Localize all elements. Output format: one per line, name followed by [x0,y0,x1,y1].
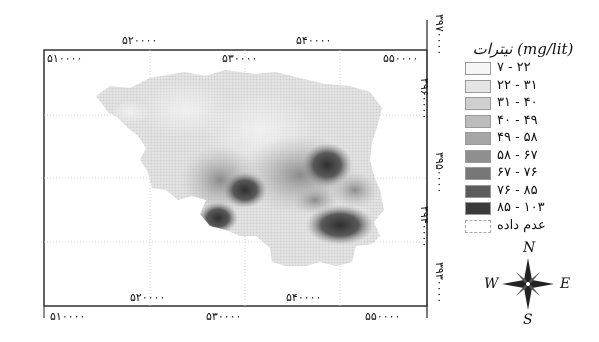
x-tick-inner-520: ۵۲۰۰۰۰ [130,291,166,304]
legend-label: ۸۵ - ۱۰۳ [497,200,545,215]
legend-class: ۳۱ - ۴۰ [465,95,585,110]
x-tick-inner-540: ۵۴۰۰۰۰ [286,291,322,304]
legend-swatch [465,132,491,145]
x-tick-bottom-510: ۵۱۰۰۰۰ [50,310,86,323]
legend-class: ۶۷ - ۷۶ [465,165,585,180]
y-tick-3970000: ۳۹۷۰۰۰۰ [433,14,446,56]
legend-label: ۴۹ - ۵۸ [497,130,538,145]
legend-class: ۴۹ - ۵۸ [465,130,585,145]
y-tick-3960000: ۳۹۶۰۰۰۰ [418,78,431,120]
compass-south: S [523,312,533,328]
legend-swatch [465,62,491,75]
legend-label: ۷۶ - ۸۵ [497,182,538,198]
legend-label: ۵۸ - ۶۷ [497,147,538,163]
x-tick-top-530: ۵۳۰۰۰۰ [222,52,258,65]
legend-class: ۵۸ - ۶۷ [465,147,585,163]
legend-swatch [465,184,491,198]
legend-swatch [465,97,491,110]
legend-title: نیترات (mg/lit) [472,40,574,58]
legend-swatch [465,149,491,163]
legend-label: ۳۱ - ۴۰ [497,95,538,110]
compass-east: E [560,276,571,292]
legend-class: ۴۰ - ۴۹ [465,112,585,128]
compass-west: W [484,276,499,292]
legend-swatch [465,202,491,215]
y-tick-3940000: ۳۹۴۰۰۰۰ [418,206,431,248]
legend-class: ۷ - ۲۲ [465,60,585,75]
nitrate-region [96,70,384,266]
x-tick-top-520: ۵۲۰۰۰۰ [122,34,158,47]
legend-swatch [465,79,491,93]
nodata-swatch [465,220,491,233]
x-tick-bottom-550: ۵۵۰۰۰۰ [365,310,401,323]
legend-swatch [465,114,491,128]
legend-swatch [465,167,491,180]
x-tick-top-540: ۵۴۰۰۰۰ [296,34,332,47]
y-tick-3930000: ۳۹۳۰۰۰۰ [433,262,446,304]
legend-class: ۷۶ - ۸۵ [465,182,585,198]
legend-class: ۸۵ - ۱۰۳ [465,200,585,215]
x-tick-top-left: ۵۱۰۰۰۰ [47,52,83,65]
legend-label: ۴۰ - ۴۹ [497,112,538,128]
legend-nodata: عدم داده [465,218,585,233]
nodata-label: عدم داده [497,218,546,233]
y-tick-3950000: ۳۹۵۰۰۰۰ [433,152,446,194]
compass-rose [502,258,554,310]
legend-label: ۲۲ - ۳۱ [497,77,538,93]
x-tick-bottom-530: ۵۳۰۰۰۰ [206,310,242,323]
compass-north: N [523,240,536,256]
legend-label: ۶۷ - ۷۶ [497,165,538,180]
x-tick-top-right: ۵۵۰۰۰۰ [383,52,419,65]
legend-label: ۷ - ۲۲ [497,60,531,75]
legend-class: ۲۲ - ۳۱ [465,77,585,93]
